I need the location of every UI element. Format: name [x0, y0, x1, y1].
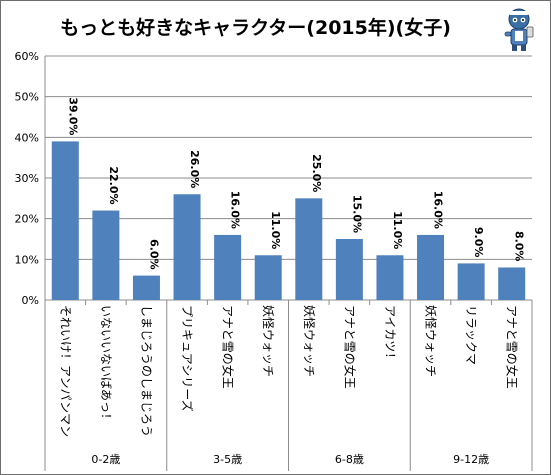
- data-label: 9.0%: [472, 227, 485, 258]
- y-tick-label: 40%: [15, 131, 39, 144]
- bar: [51, 141, 79, 300]
- x-tick-label: アナと雪の女王: [505, 305, 520, 389]
- bar: [295, 198, 323, 300]
- bar: [498, 267, 526, 300]
- x-tick-label: いないいないばあっ！: [99, 305, 113, 425]
- bar: [376, 255, 404, 300]
- bar: [214, 234, 242, 300]
- x-tick-label: アイカツ！: [383, 305, 397, 364]
- x-tick-label: 妖怪ウォッチ: [424, 305, 438, 377]
- y-tick-label: 50%: [15, 91, 39, 104]
- bar: [254, 255, 282, 300]
- x-tick-label: アナと雪の女王: [221, 305, 236, 389]
- x-tick-label: それいけ！アンパンマン: [58, 305, 72, 437]
- data-label: 22.0%: [107, 166, 120, 204]
- y-tick-label: 30%: [15, 172, 39, 185]
- data-label: 6.0%: [147, 239, 160, 270]
- bar: [417, 234, 445, 300]
- data-label: 11.0%: [269, 211, 282, 249]
- bar: [132, 275, 160, 300]
- x-tick-label: 妖怪ウォッチ: [302, 305, 316, 377]
- bar: [173, 194, 201, 300]
- data-label: 16.0%: [432, 191, 445, 229]
- y-tick-label: 0%: [22, 294, 39, 307]
- data-label: 16.0%: [229, 191, 242, 229]
- data-label: 15.0%: [350, 195, 363, 233]
- x-tick-label: プリキュアシリーズ: [180, 305, 195, 412]
- data-label: 8.0%: [513, 231, 526, 262]
- bar: [335, 239, 363, 300]
- bar: [92, 210, 120, 300]
- chart-title: もっとも好きなキャラクター(2015年)(女子): [60, 17, 451, 39]
- x-tick-label: 妖怪ウォッチ: [261, 305, 275, 377]
- data-label: 39.0%: [66, 97, 79, 135]
- data-label: 25.0%: [310, 154, 323, 192]
- data-label: 11.0%: [391, 211, 404, 249]
- mascot-icon: [504, 8, 534, 51]
- group-label: 6-8歳: [335, 453, 364, 466]
- bar: [457, 263, 485, 300]
- data-label: 26.0%: [188, 150, 201, 188]
- group-label: 9-12歳: [453, 453, 489, 466]
- x-tick-label: しまじろうのしまじろう: [139, 305, 153, 437]
- group-label: 3-5歳: [213, 453, 242, 466]
- group-label: 0-2歳: [91, 453, 120, 466]
- y-tick-label: 10%: [15, 253, 39, 266]
- y-tick-label: 60%: [15, 50, 39, 63]
- x-tick-label: アナと雪の女王: [342, 305, 357, 389]
- y-tick-label: 20%: [15, 213, 39, 226]
- x-tick-label: リラックマ: [464, 305, 478, 365]
